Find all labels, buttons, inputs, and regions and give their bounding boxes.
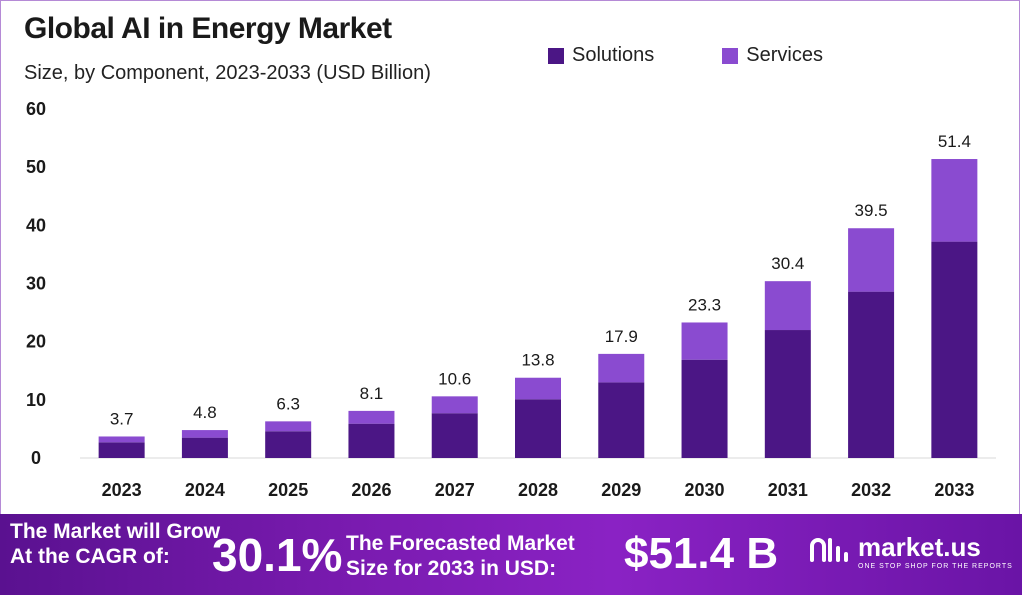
- y-tick-label: 40: [26, 215, 46, 235]
- bar-total-label: 4.8: [193, 403, 217, 422]
- bar-solutions: [931, 241, 978, 458]
- bar-services: [848, 228, 895, 292]
- bar-services: [598, 353, 645, 383]
- bar-services: [181, 430, 228, 438]
- bar-solutions: [515, 399, 561, 458]
- bar-services: [931, 159, 978, 242]
- bar-solutions: [181, 437, 228, 458]
- banner-forecast-label-line2: Size for 2033 in USD:: [346, 557, 557, 580]
- bar-total-label: 17.9: [605, 327, 638, 346]
- bar-total-label: 39.5: [855, 201, 888, 220]
- y-tick-label: 30: [26, 274, 46, 294]
- bar-total-label: 51.4: [938, 132, 971, 151]
- x-tick-label: 2024: [185, 480, 225, 500]
- summary-banner: The Market will Grow At the CAGR of: 30.…: [0, 514, 1022, 595]
- banner-forecast-label-line1: The Forecasted Market: [346, 532, 575, 555]
- bar-total-label: 8.1: [360, 384, 384, 403]
- x-tick-label: 2025: [268, 480, 308, 500]
- x-tick-label: 2033: [934, 480, 974, 500]
- bar-total-label: 3.7: [110, 409, 134, 428]
- legend-label-services: Services: [746, 44, 823, 66]
- bar-services: [681, 322, 728, 360]
- bar-total-label: 23.3: [688, 295, 721, 314]
- bar-services: [764, 281, 811, 331]
- market-us-logo: market.us ONE STOP SHOP FOR THE REPORTS: [808, 534, 1013, 570]
- chart-title: Global AI in Energy Market: [24, 12, 392, 45]
- bar-services: [431, 396, 478, 414]
- x-tick-label: 2028: [518, 480, 558, 500]
- chart-subtitle: Size, by Component, 2023-2033 (USD Billi…: [24, 62, 431, 84]
- bar-services: [98, 436, 145, 443]
- y-tick-label: 20: [26, 332, 46, 352]
- x-tick-label: 2032: [851, 480, 891, 500]
- bar-solutions: [848, 291, 895, 458]
- legend-swatch-solutions: [548, 47, 564, 64]
- bar-solutions: [681, 359, 728, 458]
- stacked-bar-chart: 01020304050603.720234.820246.320258.1202…: [26, 99, 996, 500]
- x-tick-label: 2029: [601, 480, 641, 500]
- bar-total-label: 30.4: [771, 254, 804, 273]
- bar-services: [515, 377, 561, 400]
- bar-solutions: [98, 442, 145, 458]
- market-us-logo-icon: [810, 538, 848, 562]
- chart-frame: [0, 0, 1020, 514]
- bar-total-label: 6.3: [276, 394, 300, 413]
- y-tick-label: 60: [26, 99, 46, 119]
- bar-solutions: [265, 431, 312, 458]
- banner-cagr-value: 30.1%: [212, 529, 343, 581]
- logo-text: market.us: [858, 532, 981, 562]
- bar-total-label: 10.6: [438, 369, 471, 388]
- x-tick-label: 2023: [102, 480, 142, 500]
- banner-cagr-label-line2: At the CAGR of:: [10, 545, 170, 568]
- y-tick-label: 10: [26, 390, 46, 410]
- bar-services: [265, 421, 312, 432]
- x-tick-label: 2030: [685, 480, 725, 500]
- bar-solutions: [348, 423, 395, 458]
- banner-forecast-value: $51.4 B: [624, 529, 779, 578]
- bar-services: [348, 410, 395, 424]
- x-tick-label: 2031: [768, 480, 808, 500]
- x-tick-label: 2027: [435, 480, 475, 500]
- legend-label-solutions: Solutions: [572, 44, 655, 66]
- banner-cagr-label-line1: The Market will Grow: [10, 520, 221, 543]
- y-tick-label: 50: [26, 157, 46, 177]
- x-tick-label: 2026: [351, 480, 391, 500]
- logo-tagline: ONE STOP SHOP FOR THE REPORTS: [858, 563, 1013, 570]
- bar-solutions: [764, 330, 811, 458]
- bar-solutions: [598, 382, 645, 458]
- bar-total-label: 13.8: [521, 351, 554, 370]
- y-tick-label: 0: [31, 448, 41, 468]
- legend-item-services: Services: [722, 44, 823, 67]
- chart-legend: Solutions Services: [548, 44, 823, 67]
- legend-swatch-services: [722, 47, 739, 64]
- bar-solutions: [431, 413, 478, 458]
- legend-item-solutions: Solutions: [548, 44, 654, 67]
